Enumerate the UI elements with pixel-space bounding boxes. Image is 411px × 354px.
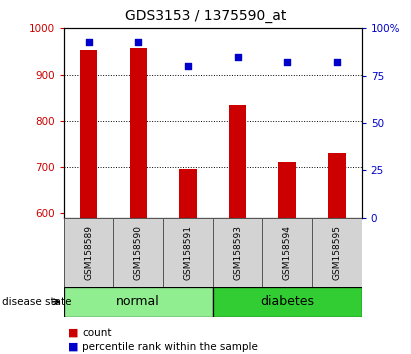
Text: GDS3153 / 1375590_at: GDS3153 / 1375590_at: [125, 9, 286, 23]
Text: GSM158593: GSM158593: [233, 225, 242, 280]
Bar: [328, 153, 346, 218]
Text: GSM158595: GSM158595: [332, 225, 342, 280]
Bar: [80, 51, 97, 218]
Text: normal: normal: [116, 295, 160, 308]
Bar: [312, 218, 362, 287]
Text: GSM158594: GSM158594: [283, 225, 292, 280]
Text: GSM158589: GSM158589: [84, 225, 93, 280]
Bar: [213, 287, 362, 317]
Bar: [279, 162, 296, 218]
Point: [284, 59, 291, 65]
Point: [185, 63, 191, 69]
Point: [85, 39, 92, 44]
Point: [234, 54, 241, 59]
Text: diabetes: diabetes: [260, 295, 314, 308]
Bar: [213, 218, 262, 287]
Bar: [113, 218, 163, 287]
Text: GSM158591: GSM158591: [183, 225, 192, 280]
Bar: [64, 287, 213, 317]
Point: [135, 39, 141, 44]
Bar: [229, 104, 246, 218]
Text: disease state: disease state: [2, 297, 72, 307]
Text: ■: ■: [68, 342, 79, 352]
Bar: [179, 169, 196, 218]
Bar: [262, 218, 312, 287]
Text: percentile rank within the sample: percentile rank within the sample: [82, 342, 258, 352]
Text: GSM158590: GSM158590: [134, 225, 143, 280]
Bar: [64, 218, 113, 287]
Text: ■: ■: [68, 328, 79, 338]
Bar: [163, 218, 213, 287]
Text: count: count: [82, 328, 112, 338]
Point: [334, 59, 340, 65]
Bar: [129, 48, 147, 218]
